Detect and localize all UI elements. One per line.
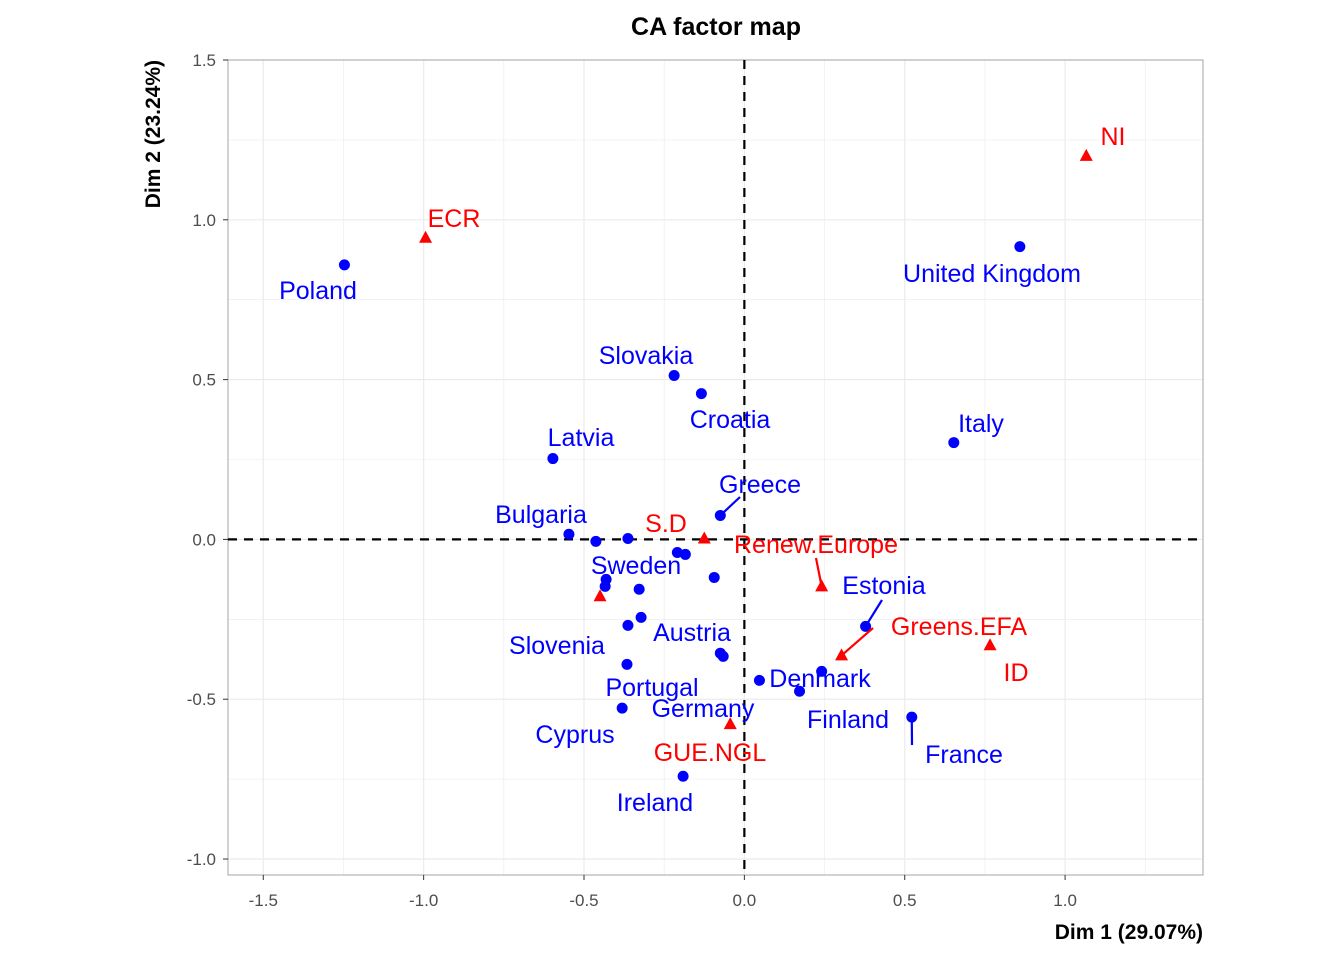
point-label: Slovakia xyxy=(599,342,694,370)
row-point xyxy=(590,535,602,547)
point-label: Bulgaria xyxy=(495,501,587,529)
row-point xyxy=(708,571,720,583)
column-point xyxy=(815,579,829,592)
row-point xyxy=(635,611,647,623)
point-label: Cyprus xyxy=(535,721,614,749)
row-point xyxy=(906,711,918,723)
chart-title: CA factor map xyxy=(631,13,801,41)
zero-lines xyxy=(228,60,1203,875)
y-tick-label: -1.0 xyxy=(187,850,216,869)
plot-border xyxy=(227,59,1204,876)
y-tick-label: 0.0 xyxy=(192,530,216,549)
point-label: Denmark xyxy=(769,665,871,693)
row-point xyxy=(794,685,806,697)
plot-panel xyxy=(228,60,1203,875)
point-label: ID xyxy=(1004,659,1029,687)
row-point xyxy=(677,770,689,782)
column-point xyxy=(983,638,997,651)
tick-labels: -1.5 -1.0 -0.5 0.0 0.5 1.0 -1.0 -0.5 0.0 0.5 1.0 1.… xyxy=(187,51,1077,910)
gridlines xyxy=(228,59,1203,875)
row-point xyxy=(338,259,350,271)
row-point xyxy=(679,548,691,560)
column-point xyxy=(419,230,433,243)
row-point xyxy=(1014,241,1026,253)
column-point xyxy=(835,648,849,661)
row-point xyxy=(816,665,828,677)
x-axis-title: Dim 1 (29.07%) xyxy=(1055,921,1203,944)
point-label: Italy xyxy=(958,410,1004,438)
point-label: Portugal xyxy=(605,674,698,702)
x-tick-label: -0.5 xyxy=(569,891,598,910)
point-label: Greece xyxy=(719,471,801,499)
y-tick-label: 0.5 xyxy=(192,371,216,390)
point-label: Germany xyxy=(652,695,755,723)
point-label: Poland xyxy=(279,277,357,305)
point-label: GUE.NGL xyxy=(654,739,767,767)
y-axis-title: Dim 2 (23.24%) xyxy=(142,60,165,208)
label-leader-line xyxy=(840,627,874,657)
y-tick-label: 1.0 xyxy=(192,211,216,230)
point-label: Greens.EFA xyxy=(891,613,1027,641)
point-label: ECR xyxy=(428,205,481,233)
column-point xyxy=(697,531,711,544)
point-label: Estonia xyxy=(842,572,925,600)
row-point xyxy=(668,369,680,381)
row-point xyxy=(948,437,960,449)
row-point xyxy=(695,388,707,400)
column-point xyxy=(723,717,737,730)
x-tick-label: -1.0 xyxy=(409,891,438,910)
row-point xyxy=(714,509,726,521)
y-tick-label: -0.5 xyxy=(187,690,216,709)
point-label: S.D xyxy=(645,510,687,538)
point-label: Latvia xyxy=(548,424,615,452)
row-point xyxy=(753,674,765,686)
point-label: France xyxy=(925,741,1003,769)
point-label: NI xyxy=(1101,123,1126,151)
column-point xyxy=(593,589,607,602)
row-point xyxy=(621,658,633,670)
row-point xyxy=(717,650,729,662)
row-point xyxy=(547,453,559,465)
point-label: Renew.Europe xyxy=(734,531,898,559)
point-label: Austria xyxy=(653,619,731,647)
row-point xyxy=(599,580,611,592)
row-point xyxy=(563,528,575,540)
point-label: Croatia xyxy=(690,406,771,434)
x-tick-label: 0.0 xyxy=(733,891,757,910)
y-tick-label: 1.5 xyxy=(192,51,216,70)
x-tick-label: -1.5 xyxy=(249,891,278,910)
point-label: United Kingdom xyxy=(903,260,1081,288)
row-point xyxy=(616,702,628,714)
x-tick-label: 1.0 xyxy=(1053,891,1077,910)
data-marks: Poland United Kingdom Slovakia Croatia Italy… xyxy=(279,123,1125,817)
point-label: Ireland xyxy=(617,789,693,817)
row-point xyxy=(860,620,872,632)
column-point xyxy=(1079,148,1093,161)
point-label: Finland xyxy=(807,706,889,734)
row-point xyxy=(633,583,645,595)
point-label: Slovenia xyxy=(509,632,605,660)
x-tick-label: 0.5 xyxy=(893,891,917,910)
row-point xyxy=(622,619,634,631)
row-point xyxy=(622,532,634,544)
